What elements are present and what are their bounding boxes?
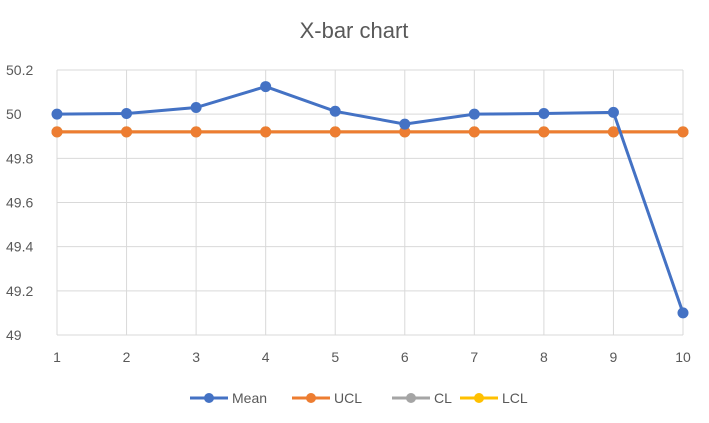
data-point-ucl: [190, 126, 202, 138]
legend-label-ucl: UCL: [334, 390, 362, 406]
y-tick-label: 49.8: [6, 150, 33, 166]
data-point-ucl: [51, 126, 63, 138]
data-point-ucl: [121, 126, 133, 138]
data-point-mean: [468, 108, 480, 120]
chart-title: X-bar chart: [300, 18, 409, 43]
x-tick-label: 5: [331, 349, 339, 365]
x-tick-label: 6: [401, 349, 409, 365]
legend-label-mean: Mean: [232, 390, 267, 406]
x-tick-label: 1: [53, 349, 61, 365]
data-point-mean: [538, 108, 550, 120]
x-tick-label: 8: [540, 349, 548, 365]
data-point-ucl: [607, 126, 619, 138]
legend-marker-lcl: [474, 393, 484, 403]
y-tick-label: 50: [6, 106, 22, 122]
x-tick-label: 2: [123, 349, 131, 365]
data-point-mean: [399, 118, 411, 130]
data-point-ucl: [538, 126, 550, 138]
x-tick-label: 9: [610, 349, 618, 365]
data-point-ucl: [329, 126, 341, 138]
y-tick-label: 50.2: [6, 62, 33, 78]
data-point-ucl: [399, 126, 411, 138]
x-tick-label: 3: [192, 349, 200, 365]
x-tick-label: 7: [470, 349, 478, 365]
data-point-mean: [607, 106, 619, 118]
y-tick-label: 49.6: [6, 195, 33, 211]
x-tick-label: 4: [262, 349, 270, 365]
data-point-mean: [329, 105, 341, 117]
data-point-mean: [677, 307, 689, 319]
legend-label-cl: CL: [434, 390, 452, 406]
data-point-mean: [190, 102, 202, 114]
data-point-ucl: [260, 126, 272, 138]
y-tick-label: 49.4: [6, 239, 33, 255]
y-tick-label: 49: [6, 327, 22, 343]
data-point-mean: [260, 81, 272, 93]
data-point-ucl: [677, 126, 689, 138]
legend-marker-mean: [204, 393, 214, 403]
series-line-mean: [56, 84, 685, 314]
data-point-ucl: [468, 126, 480, 138]
x-tick-label: 10: [675, 349, 691, 365]
data-point-mean: [51, 108, 63, 120]
legend-marker-cl: [406, 393, 416, 403]
data-point-mean: [121, 108, 133, 120]
legend-label-lcl: LCL: [502, 390, 528, 406]
y-tick-label: 49.2: [6, 283, 33, 299]
legend-marker-ucl: [306, 393, 316, 403]
